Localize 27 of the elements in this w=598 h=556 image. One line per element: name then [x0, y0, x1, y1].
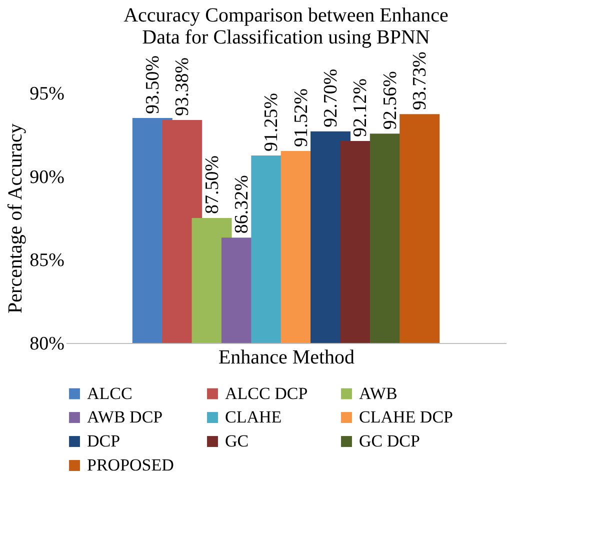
legend-label: GC DCP [359, 432, 420, 450]
legend-label: CLAHE [225, 408, 282, 426]
y-axis-title: Percentage of Accuracy [4, 124, 27, 314]
y-tick-label: 90% [30, 166, 65, 188]
data-label: 92.70% [320, 68, 342, 128]
data-label: 93.50% [142, 55, 164, 114]
data-label: 93.73% [410, 51, 431, 110]
legend-label: AWB [359, 384, 398, 403]
legend-label: PROPOSED [87, 456, 174, 474]
y-tick-label: 85% [30, 250, 65, 272]
legend-label: ALCC DCP [225, 384, 308, 403]
y-tick-label: 95% [30, 84, 65, 104]
legend-label: DCP [87, 432, 120, 450]
data-label: 91.25% [261, 92, 282, 152]
legend-label: GC [225, 432, 249, 450]
data-label: 87.50% [202, 155, 223, 214]
data-label: 92.12% [350, 78, 372, 137]
legend-label: AWB DCP [87, 408, 163, 426]
y-tick-label: 80% [30, 334, 65, 354]
chart-title: Accuracy Comparison between Enhance Data for Classification using BPNN [124, 4, 449, 49]
data-label: 93.38% [172, 57, 194, 116]
data-label: 86.32% [231, 174, 252, 234]
legend-label: CLAHE DCP [359, 408, 453, 426]
data-label: 92.56% [380, 70, 401, 130]
data-label: 91.52% [290, 88, 312, 147]
legend-label: ALCC [87, 384, 132, 403]
x-axis-title: Enhance Method [218, 346, 355, 368]
